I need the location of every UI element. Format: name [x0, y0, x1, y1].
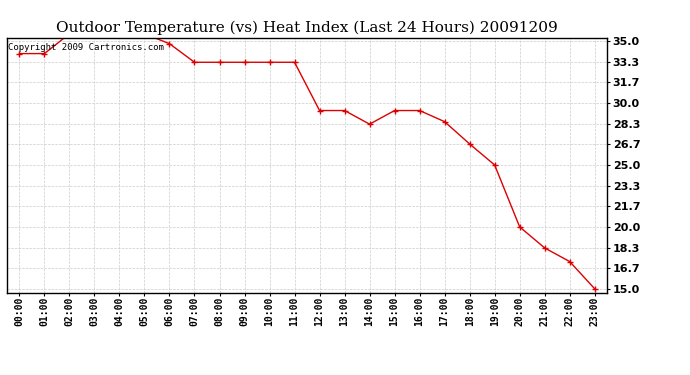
Title: Outdoor Temperature (vs) Heat Index (Last 24 Hours) 20091209: Outdoor Temperature (vs) Heat Index (Las… — [56, 21, 558, 35]
Text: Copyright 2009 Cartronics.com: Copyright 2009 Cartronics.com — [8, 43, 164, 52]
